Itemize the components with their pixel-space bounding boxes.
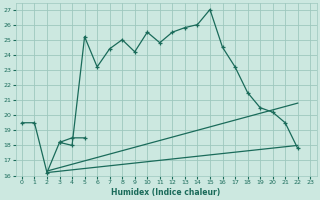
X-axis label: Humidex (Indice chaleur): Humidex (Indice chaleur) <box>111 188 221 197</box>
